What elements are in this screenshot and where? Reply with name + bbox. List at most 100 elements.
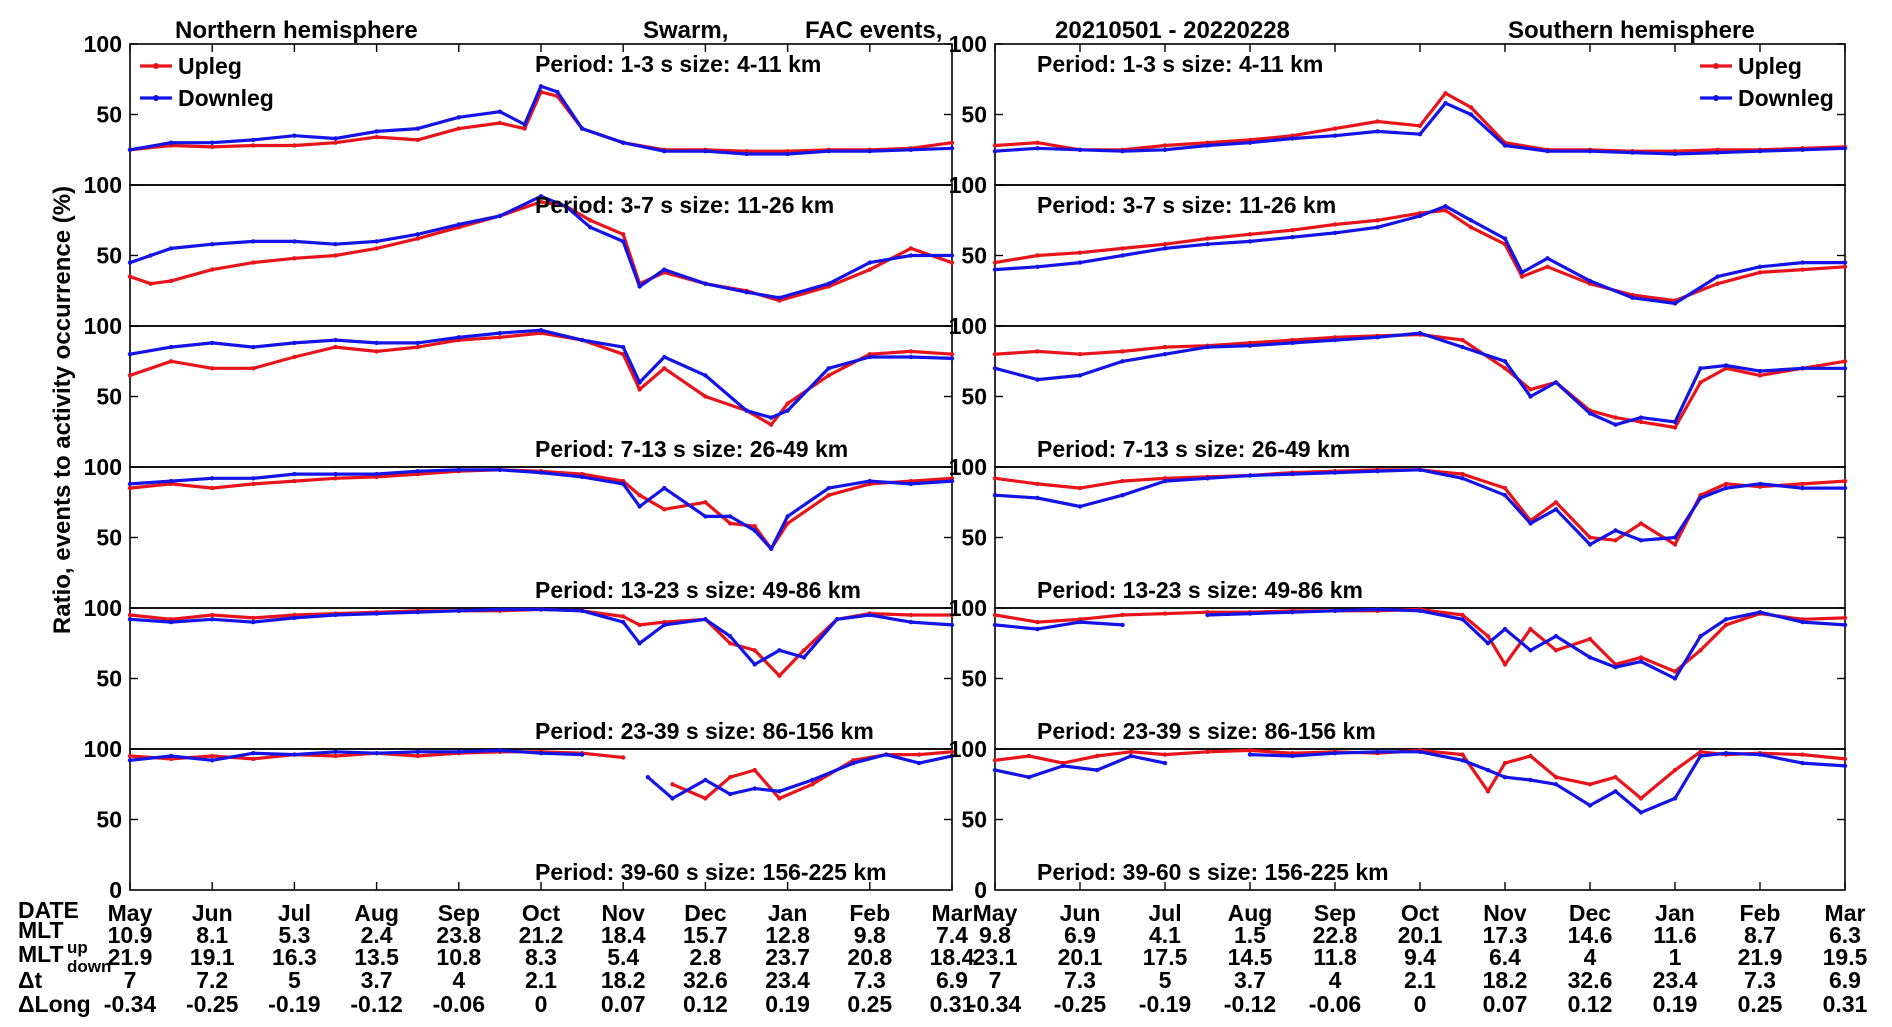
y-tick-label: 50 — [961, 102, 987, 128]
upleg-point — [1120, 612, 1125, 618]
period-label: Period: 23-39 s size: 86-156 km — [535, 718, 874, 744]
upleg-point — [1162, 242, 1168, 247]
downleg-point — [744, 290, 749, 295]
downleg-point — [148, 253, 153, 258]
north-dlong-value: -0.06 — [433, 991, 485, 1017]
upleg-line — [994, 332, 1846, 430]
y-tick-label: 50 — [961, 525, 987, 551]
downleg-point — [949, 253, 955, 258]
upleg-point — [374, 134, 379, 140]
downleg-point — [1443, 101, 1448, 106]
upleg-point — [1460, 752, 1465, 757]
downleg-point — [992, 149, 998, 154]
north-month-label: Mar — [932, 900, 973, 926]
north-dt-value: 32.6 — [683, 967, 728, 993]
downleg-point — [1519, 270, 1525, 275]
upleg-point — [456, 126, 461, 131]
downleg-point — [1077, 504, 1083, 509]
downleg-point — [374, 340, 379, 346]
north-mlt-up-value: 2.4 — [361, 922, 393, 948]
downleg-point — [992, 493, 998, 498]
y-tick-label: 50 — [96, 525, 122, 551]
y-tick-label-zero: 0 — [109, 877, 122, 903]
upleg-line — [994, 607, 1846, 674]
row-label-date: DATE — [18, 897, 79, 923]
upleg-point — [1587, 636, 1593, 642]
upleg-point — [752, 767, 757, 773]
south-dt-value: 18.2 — [1483, 967, 1528, 993]
downleg-point — [1417, 467, 1423, 472]
downleg-point — [1553, 634, 1559, 639]
south-dlong-value: -0.19 — [1139, 991, 1191, 1017]
downleg-point — [415, 126, 420, 131]
y-tick-label: 100 — [949, 454, 987, 480]
south-mlt-down-value: 17.5 — [1143, 944, 1188, 970]
downleg-point — [374, 239, 379, 244]
downleg-point — [992, 267, 998, 272]
north-dt-value: 5 — [288, 967, 301, 993]
downleg-point — [1035, 264, 1040, 269]
north-mlt-down-value: 21.9 — [108, 944, 153, 970]
upleg-point — [168, 359, 174, 364]
south-panel-3: 100 50 Period: 7-13 s size: 26-49 km — [949, 313, 1848, 468]
north-dlong-value: 0.25 — [847, 991, 892, 1017]
upleg-point — [1485, 634, 1491, 639]
upleg-point — [1035, 481, 1040, 487]
south-panel-6: 100 50 0 Period: 39-60 s size: 156-225 km — [949, 736, 1848, 903]
upleg-point — [127, 485, 133, 491]
north-mlt-down-value: 2.8 — [689, 944, 721, 970]
downleg-point — [1120, 149, 1125, 154]
downleg-point — [645, 775, 651, 780]
upleg-line — [994, 468, 1846, 547]
upleg-point — [637, 493, 642, 498]
upleg-point — [703, 796, 708, 801]
row-label-dt: Δt — [18, 967, 43, 993]
downleg-point — [1205, 242, 1210, 247]
downleg-point — [1205, 612, 1210, 618]
downleg-point — [1723, 363, 1729, 368]
upleg-point — [1842, 615, 1848, 621]
downleg-point — [1842, 260, 1848, 265]
north-dt-value: 7.3 — [854, 967, 886, 993]
upleg-point — [1205, 236, 1210, 241]
downleg-point — [1715, 150, 1720, 155]
north-mlt-down-value: 8.3 — [525, 944, 557, 970]
south-mlt-down-value: 6.4 — [1489, 944, 1521, 970]
north-month-label: Dec — [684, 900, 726, 926]
upleg-point — [415, 753, 420, 759]
period-label: Period: 13-23 s size: 49-86 km — [1037, 577, 1363, 603]
downleg-point — [1162, 478, 1168, 484]
period-label: Period: 23-39 s size: 86-156 km — [1037, 718, 1376, 744]
south-mlt-down-value: 19.5 — [1823, 944, 1868, 970]
upleg-point — [1638, 655, 1644, 660]
upleg-point — [1443, 208, 1448, 213]
downleg-point — [1723, 485, 1729, 491]
north-dlong-value: 0.31 — [930, 991, 975, 1017]
downleg-line — [129, 748, 583, 762]
downleg-point — [538, 84, 544, 89]
upleg-point — [210, 267, 215, 272]
upleg-point — [588, 218, 593, 223]
downleg-point — [1630, 295, 1635, 300]
downleg-point — [1528, 777, 1533, 783]
period-label: Period: 1-3 s size: 4-11 km — [535, 51, 821, 77]
south-dlong-value: 0 — [1414, 991, 1427, 1017]
south-dlong-value: -0.06 — [1309, 991, 1361, 1017]
y-tick-label: 100 — [84, 595, 122, 621]
south-mlt-down-value: 21.9 — [1738, 944, 1783, 970]
downleg-point — [333, 471, 338, 477]
upleg-point — [1587, 535, 1593, 540]
south-month-label: Aug — [1228, 900, 1273, 926]
north-panel-6: 100 50 0 Period: 39-60 s size: 156-225 km — [84, 736, 955, 903]
north-panel-3: 100 50 Period: 7-13 s size: 26-49 km — [84, 313, 955, 468]
downleg-point — [826, 281, 831, 286]
upleg-point — [1035, 140, 1040, 145]
north-dlong-value: 0.19 — [765, 991, 810, 1017]
downleg-point — [374, 751, 379, 756]
north-mlt-up-value: 10.9 — [108, 922, 153, 948]
downleg-line — [129, 607, 953, 667]
upleg-point — [497, 120, 503, 126]
downleg-line — [994, 468, 1845, 547]
upleg-point — [1077, 485, 1083, 491]
